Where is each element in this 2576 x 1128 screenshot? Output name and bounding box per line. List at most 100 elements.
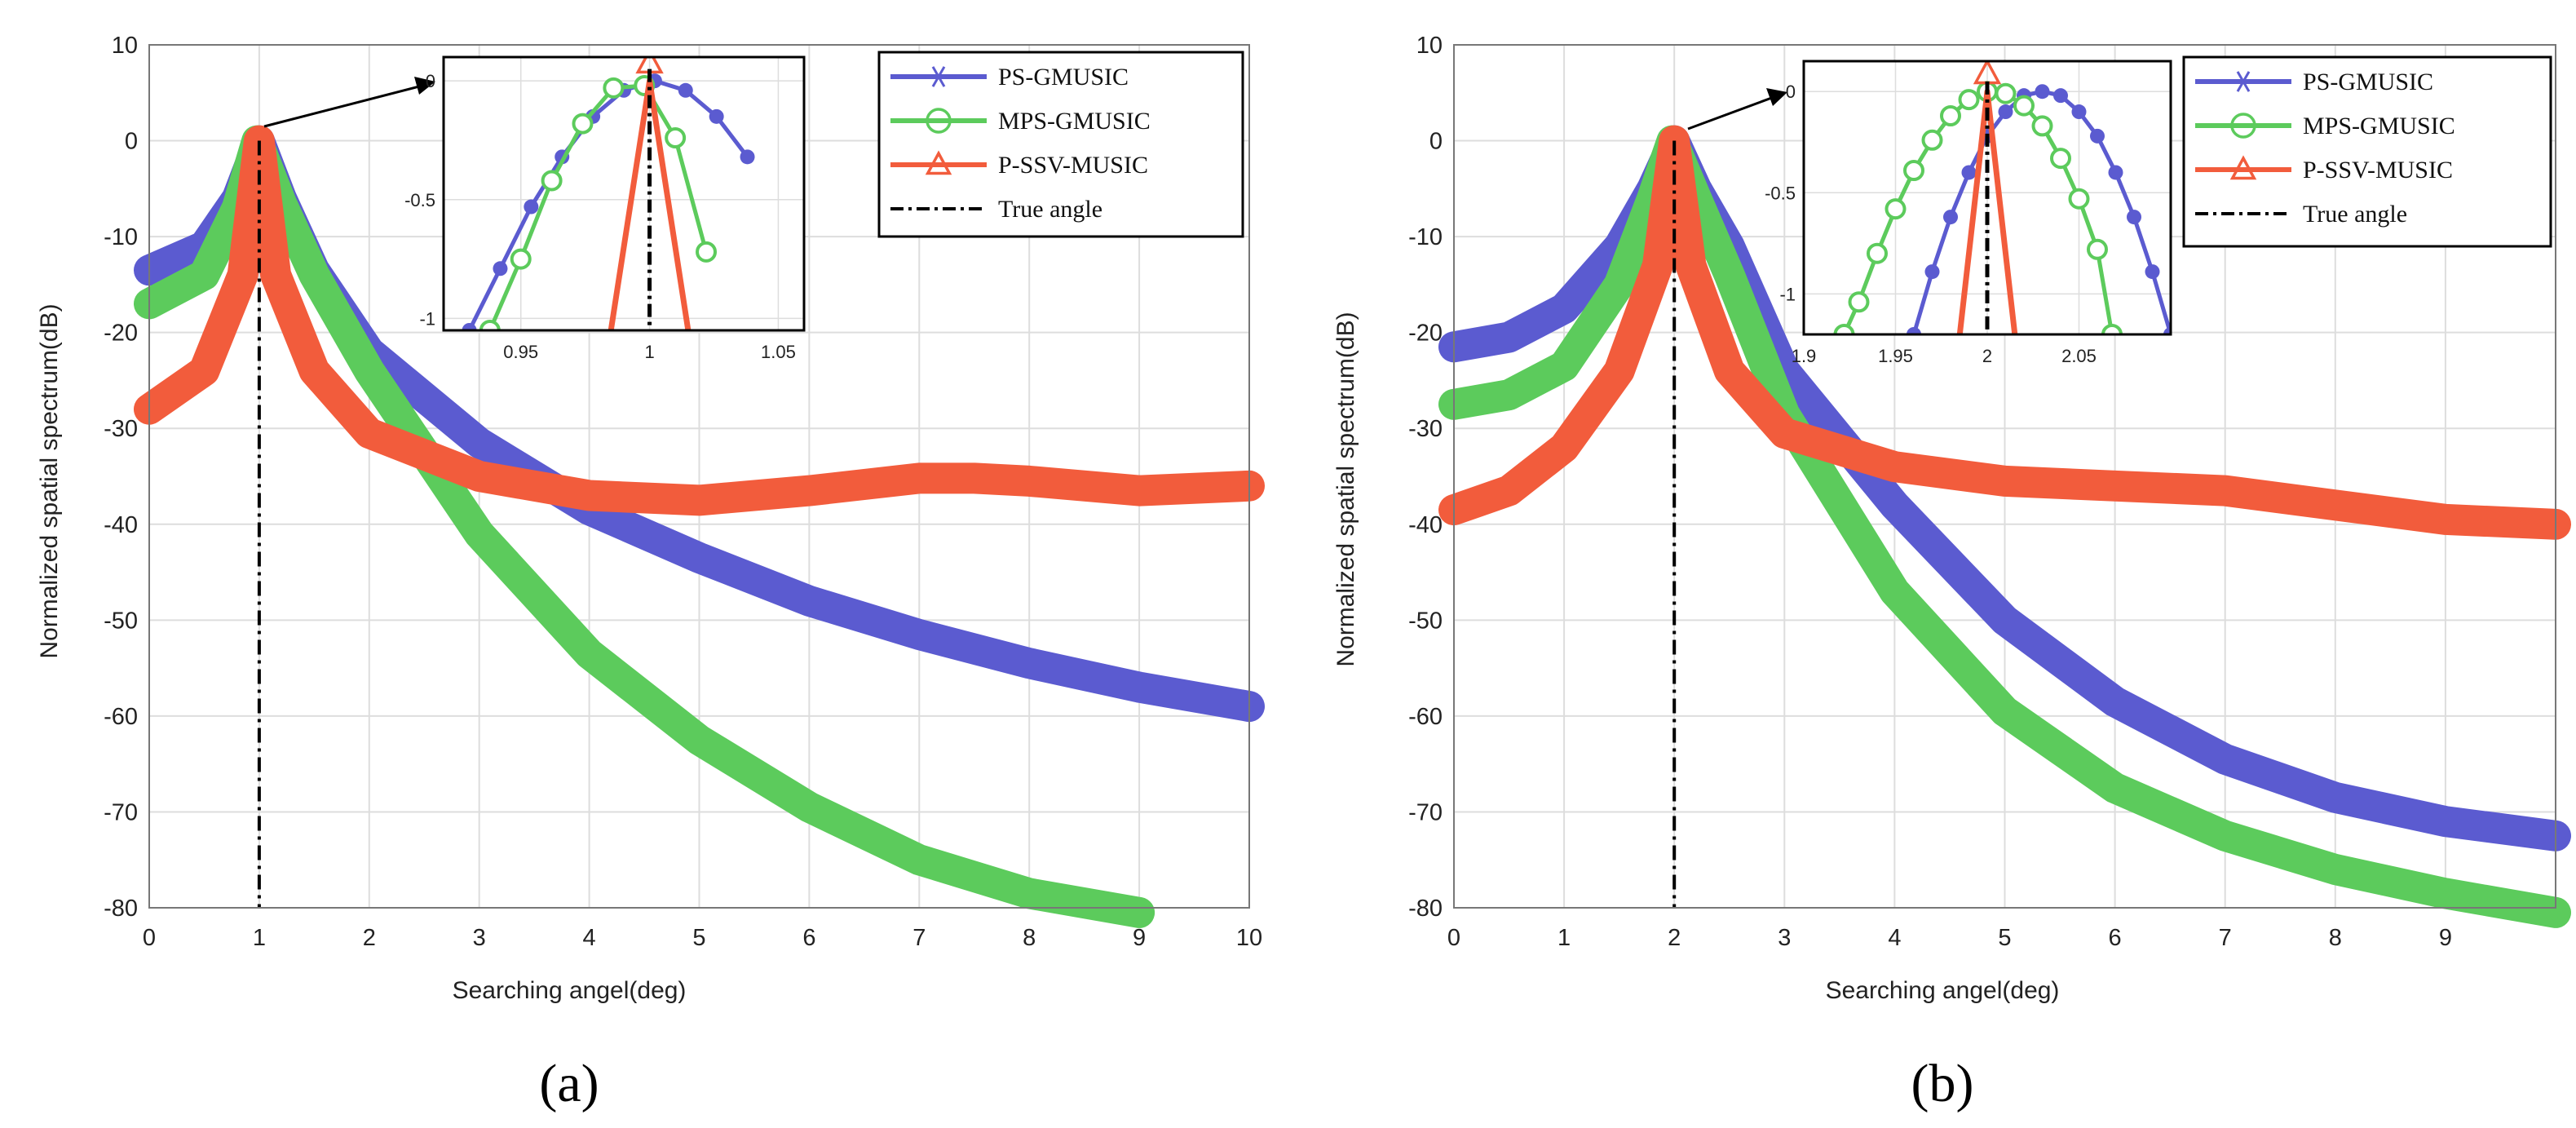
- legend-label-mps-gmusic: MPS-GMUSIC: [2303, 113, 2455, 139]
- x-tick-label: 7: [912, 925, 926, 951]
- inset-marker-mps-gmusic: [510, 248, 532, 270]
- inset-marker-mps-gmusic: [1867, 242, 1888, 264]
- inset-marker-mps-gmusic: [2068, 188, 2090, 210]
- inset-marker-ps-gmusic: [1907, 327, 1921, 334]
- inset-marker-mps-gmusic: [603, 77, 625, 99]
- x-tick-label: 9: [1133, 925, 1146, 951]
- inset-y-tick-label: 0: [426, 71, 435, 91]
- legend-box: [877, 51, 1244, 238]
- legend-label-p-ssv-music: P-SSV-MUSIC: [2303, 157, 2453, 184]
- legend-label-true-angle: True angle: [2303, 201, 2407, 228]
- x-tick-label: 2: [1668, 925, 1681, 951]
- y-tick-label: 10: [112, 33, 138, 59]
- x-tick-label: 8: [1023, 925, 1036, 951]
- y-tick-label: -10: [1408, 224, 1443, 250]
- legend-marker-ps-gmusic: [927, 66, 950, 87]
- inset-marker-mps-gmusic: [1995, 82, 2017, 104]
- inset-pointer-arrow: [1687, 95, 1777, 130]
- y-tick-label: -30: [104, 416, 138, 442]
- y-tick-label: -80: [104, 896, 138, 922]
- x-tick-label: 4: [1888, 925, 1901, 951]
- inset-marker-mps-gmusic: [1921, 129, 1943, 151]
- y-tick-label: 10: [1416, 33, 1443, 59]
- legend-marker-mps-gmusic: [2230, 113, 2256, 139]
- y-tick-label: -40: [104, 512, 138, 538]
- legend-label-p-ssv-music: P-SSV-MUSIC: [998, 152, 1148, 179]
- legend-marker-p-ssv-music: [2229, 155, 2257, 180]
- y-tick-label: -20: [1408, 321, 1443, 347]
- y-tick-label: -50: [1408, 608, 1443, 634]
- inset-marker-mps-gmusic: [1833, 324, 1855, 334]
- inset-marker-mps-gmusic: [696, 241, 718, 263]
- inset-x-tick-label: 1.95: [1878, 346, 1913, 366]
- inset-marker-mps-gmusic: [541, 170, 563, 192]
- legend-marker-ps-gmusic-stroke: [2236, 71, 2251, 92]
- legend-label-true-angle: True angle: [998, 196, 1102, 223]
- inset-x-tick-label: 1: [644, 342, 654, 362]
- inset-marker-ps-gmusic: [462, 323, 477, 330]
- x-tick-label: 8: [2329, 925, 2342, 951]
- inset-marker-mps-gmusic: [572, 113, 594, 135]
- inset-marker-mps-gmusic: [2087, 238, 2108, 260]
- y-tick-label: -30: [1408, 416, 1443, 442]
- inset-series-layer: [1833, 61, 2171, 334]
- series-layer: [1438, 125, 2571, 928]
- legend: PS-GMUSIC MPS-GMUSIC P-SSV-MUSIC True angle: [2182, 55, 2552, 248]
- inset-marker-ps-gmusic: [1924, 264, 1940, 280]
- legend-label-mps-gmusic: MPS-GMUSIC: [998, 108, 1151, 135]
- inset-frame: [1802, 60, 2172, 336]
- inset-marker-ps-gmusic: [2053, 88, 2068, 104]
- panel-label-b: (b): [1911, 1054, 1974, 1113]
- inset-x-tick-label: 1.05: [761, 342, 796, 362]
- inset-series-layer: [462, 57, 755, 330]
- legend-marker-ps-gmusic: [2232, 71, 2255, 92]
- arrow-head-icon: [414, 77, 435, 95]
- y-axis-label: Normalized spatial spectrum(dB): [36, 303, 63, 658]
- x-tick-label: 7: [2219, 925, 2232, 951]
- inset-marker-ps-gmusic: [740, 149, 755, 165]
- inset-y-tick-label: 0: [1786, 82, 1796, 102]
- inset-zoom-plot: 0.95 1 1.05 0 -0.5 -1: [404, 55, 806, 362]
- x-tick-label: 5: [1998, 925, 2011, 951]
- series-line-mps-gmusic: [1438, 125, 2571, 928]
- x-tick-label: 0: [1447, 925, 1460, 951]
- plot-frame: [148, 44, 1250, 909]
- y-tick-label: -40: [1408, 512, 1443, 538]
- inset-background: [444, 57, 804, 330]
- inset-frame: [442, 55, 806, 332]
- y-tick-label: -70: [104, 799, 138, 825]
- legend-label-ps-gmusic: PS-GMUSIC: [998, 64, 1129, 91]
- legend-box: [2182, 55, 2552, 248]
- legend-marker-p-ssv-music: [925, 150, 952, 175]
- inset-marker-mps-gmusic: [1958, 89, 1980, 111]
- series-line-p-ssv-music: [134, 125, 1265, 516]
- inset-x-tick-label: 2: [1982, 346, 1992, 366]
- inset-marker-ps-gmusic: [2035, 84, 2050, 100]
- inset-marker-ps-gmusic: [1943, 210, 1958, 225]
- inset-marker-ps-gmusic: [2145, 264, 2160, 280]
- y-tick-label: -70: [1408, 799, 1443, 825]
- x-tick-label: 5: [692, 925, 705, 951]
- inset-marker-ps-gmusic: [2108, 165, 2123, 180]
- inset-marker-mps-gmusic: [1903, 160, 1924, 181]
- y-tick-label: -60: [104, 704, 138, 730]
- y-axis-label: Normalized spatial spectrum(dB): [1332, 312, 1359, 666]
- x-tick-label: 4: [583, 925, 596, 951]
- inset-x-tick-label: 2.05: [2061, 346, 2097, 366]
- y-tick-label: 0: [1429, 129, 1443, 155]
- x-tick-label: 2: [363, 925, 376, 951]
- inset-pointer-arrow: [263, 83, 426, 128]
- inset-y-tick-label: -0.5: [1765, 183, 1796, 203]
- panel-a: 0 1 2 3 4 5 6 7 8 9 10100-10-20-30-40-50-60-70-80 …: [36, 33, 1265, 1113]
- x-tick-label: 10: [1236, 925, 1262, 951]
- inset-marker-ps-gmusic: [2090, 128, 2105, 144]
- legend-label-ps-gmusic: PS-GMUSIC: [2303, 69, 2433, 95]
- x-axis-label: Searching angel(deg): [1826, 977, 2060, 1004]
- y-tick-label: -10: [104, 224, 138, 250]
- inset-x-tick-label: 0.95: [503, 342, 538, 362]
- arrow-head-icon: [1766, 88, 1787, 106]
- inset-marker-mps-gmusic: [1885, 198, 1907, 220]
